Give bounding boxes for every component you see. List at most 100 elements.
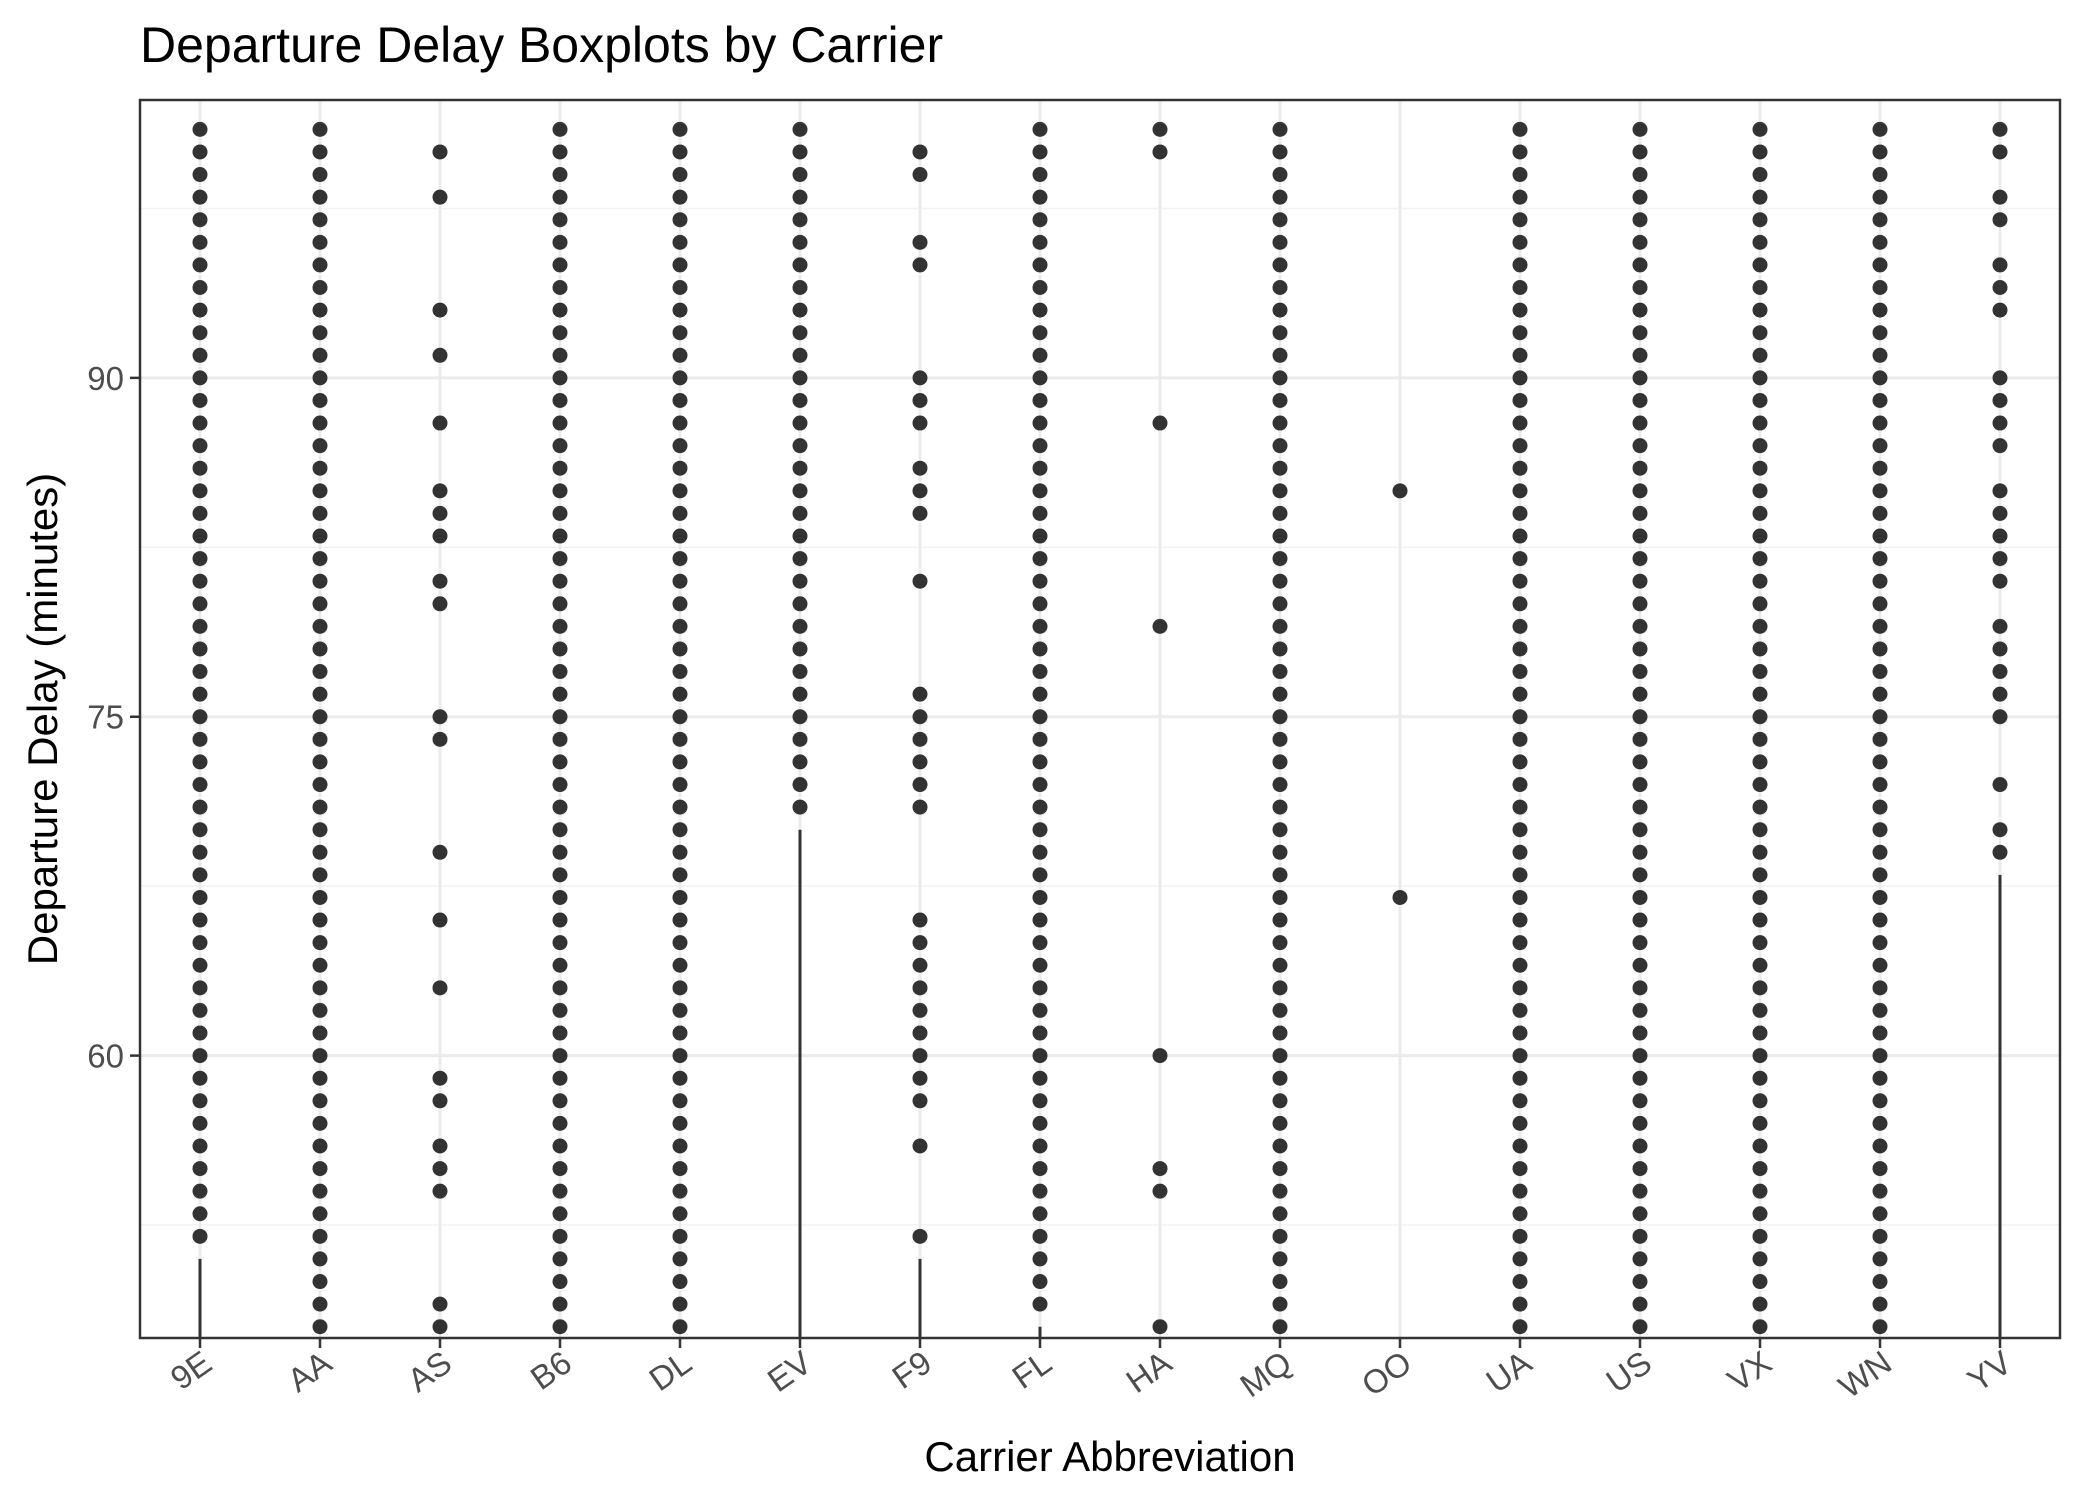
outlier-point xyxy=(432,1161,448,1177)
outlier-point xyxy=(1632,121,1648,137)
outlier-point xyxy=(1752,392,1768,408)
outlier-point xyxy=(1632,1251,1648,1267)
outlier-point xyxy=(552,483,568,499)
outlier-point xyxy=(672,731,688,747)
outlier-point xyxy=(192,686,208,702)
outlier-point xyxy=(792,686,808,702)
outlier-point xyxy=(1632,1206,1648,1222)
outlier-point xyxy=(1512,121,1528,137)
outlier-point xyxy=(1632,754,1648,770)
outlier-point xyxy=(1872,935,1888,951)
outlier-point xyxy=(672,618,688,634)
outlier-point xyxy=(912,415,928,431)
outlier-point xyxy=(1152,1048,1168,1064)
x-tick-label: FL xyxy=(1005,1343,1058,1395)
outlier-point xyxy=(1752,370,1768,386)
outlier-point xyxy=(552,280,568,296)
outlier-point xyxy=(1872,754,1888,770)
outlier-point xyxy=(1272,144,1288,160)
outlier-point xyxy=(792,302,808,318)
outlier-point xyxy=(192,664,208,680)
outlier-point xyxy=(552,167,568,183)
outlier-point xyxy=(192,1206,208,1222)
outlier-point xyxy=(1872,1025,1888,1041)
outlier-point xyxy=(192,528,208,544)
outlier-point xyxy=(1752,573,1768,589)
outlier-point xyxy=(1032,460,1048,476)
outlier-point xyxy=(1392,483,1408,499)
outlier-point xyxy=(792,325,808,341)
outlier-point xyxy=(312,1002,328,1018)
outlier-point xyxy=(1512,1296,1528,1312)
outlier-point xyxy=(1992,121,2008,137)
outlier-point xyxy=(1272,1296,1288,1312)
outlier-point xyxy=(672,438,688,454)
outlier-point xyxy=(1512,867,1528,883)
outlier-point xyxy=(1752,347,1768,363)
outlier-point xyxy=(1272,912,1288,928)
y-axis-title: Departure Delay (minutes) xyxy=(19,473,66,966)
outlier-point xyxy=(912,483,928,499)
outlier-point xyxy=(1632,618,1648,634)
plot-marks xyxy=(192,121,2008,1338)
outlier-point xyxy=(1032,731,1048,747)
outlier-point xyxy=(192,799,208,815)
outlier-point xyxy=(552,1138,568,1154)
outlier-point xyxy=(1512,438,1528,454)
outlier-point xyxy=(1512,1251,1528,1267)
outlier-point xyxy=(552,686,568,702)
outlier-point xyxy=(312,234,328,250)
outlier-point xyxy=(432,302,448,318)
x-tick-label: 9E xyxy=(164,1343,218,1396)
outlier-point xyxy=(1152,415,1168,431)
outlier-point xyxy=(192,957,208,973)
outlier-point xyxy=(672,1138,688,1154)
outlier-point xyxy=(672,1274,688,1290)
outlier-point xyxy=(552,1070,568,1086)
outlier-point xyxy=(1632,641,1648,657)
outlier-point xyxy=(1752,505,1768,521)
outlier-point xyxy=(312,1274,328,1290)
outlier-point xyxy=(1512,551,1528,567)
outlier-point xyxy=(1032,754,1048,770)
outlier-point xyxy=(672,1206,688,1222)
outlier-point xyxy=(672,573,688,589)
outlier-point xyxy=(1272,460,1288,476)
outlier-point xyxy=(312,1319,328,1335)
outlier-point xyxy=(432,596,448,612)
outlier-point xyxy=(1872,212,1888,228)
x-tick-label: MQ xyxy=(1233,1343,1298,1404)
outlier-point xyxy=(1752,1138,1768,1154)
outlier-point xyxy=(1032,551,1048,567)
outlier-point xyxy=(1272,1161,1288,1177)
outlier-point xyxy=(672,709,688,725)
outlier-point xyxy=(1872,144,1888,160)
outlier-point xyxy=(1272,822,1288,838)
outlier-point xyxy=(312,415,328,431)
outlier-point xyxy=(552,189,568,205)
outlier-point xyxy=(792,370,808,386)
outlier-point xyxy=(1992,483,2008,499)
outlier-point xyxy=(1752,1093,1768,1109)
outlier-point xyxy=(1872,867,1888,883)
outlier-point xyxy=(672,935,688,951)
outlier-point xyxy=(1632,460,1648,476)
outlier-point xyxy=(912,709,928,725)
outlier-point xyxy=(312,1296,328,1312)
outlier-point xyxy=(672,280,688,296)
outlier-point xyxy=(1032,935,1048,951)
outlier-point xyxy=(312,822,328,838)
outlier-point xyxy=(552,415,568,431)
outlier-point xyxy=(1752,777,1768,793)
outlier-point xyxy=(1992,822,2008,838)
outlier-point xyxy=(1632,1138,1648,1154)
outlier-point xyxy=(672,483,688,499)
outlier-point xyxy=(672,889,688,905)
outlier-point xyxy=(672,1296,688,1312)
x-tick-label: YV xyxy=(1961,1343,2018,1399)
outlier-point xyxy=(312,483,328,499)
outlier-point xyxy=(1632,777,1648,793)
outlier-point xyxy=(192,935,208,951)
outlier-point xyxy=(1512,167,1528,183)
outlier-point xyxy=(1032,799,1048,815)
